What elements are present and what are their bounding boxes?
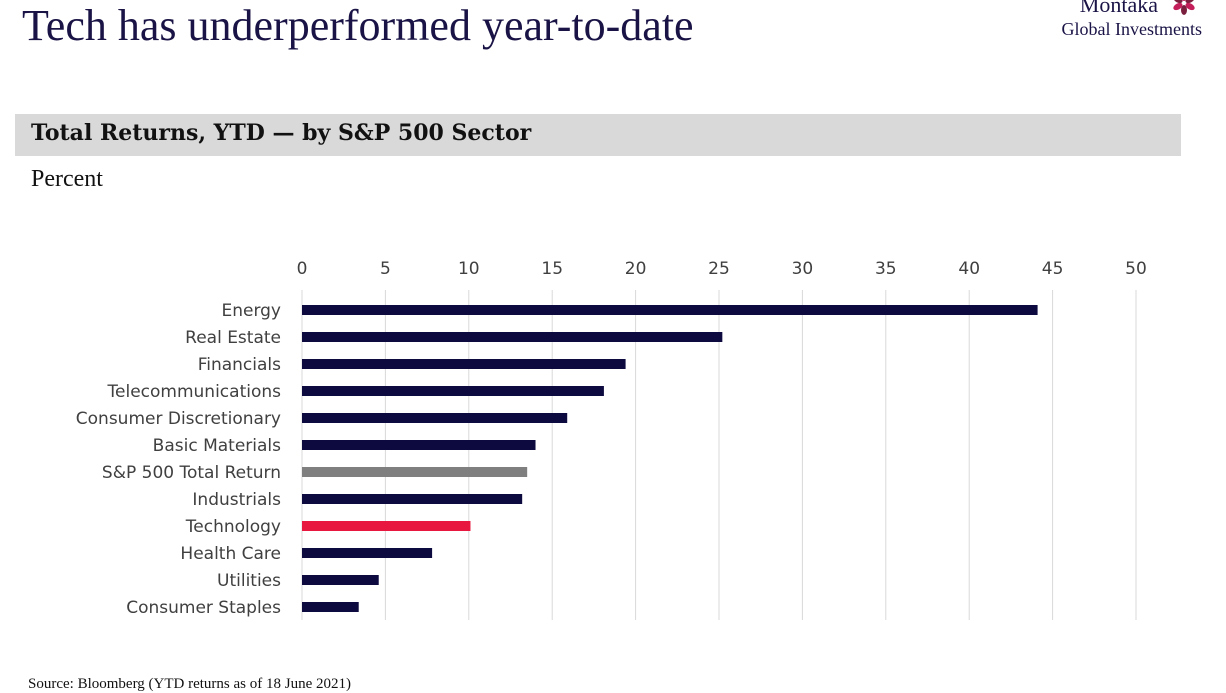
- logo-petal: [1185, 0, 1195, 4]
- logo-petal: [1173, 0, 1183, 4]
- category-label: Technology: [185, 517, 281, 537]
- bar-telecommunications: [302, 386, 604, 396]
- logo-petal: [1173, 2, 1183, 11]
- bar-basic-materials: [302, 440, 536, 450]
- category-label: Consumer Discretionary: [76, 409, 281, 429]
- x-tick-label: 50: [1125, 259, 1147, 279]
- bar-utilities: [302, 575, 379, 585]
- montaka-logo: Montaka Global Investments: [1002, 0, 1202, 44]
- bar-financials: [302, 359, 626, 369]
- chart-title: Total Returns, YTD — by S&P 500 Sector: [31, 120, 532, 146]
- x-tick-label: 25: [708, 259, 730, 279]
- x-tick-label: 15: [541, 259, 563, 279]
- category-label: Real Estate: [185, 328, 281, 348]
- source-note: Source: Bloomberg (YTD returns as of 18 …: [28, 676, 351, 692]
- bar-consumer-discretionary: [302, 413, 568, 423]
- x-tick-label: 45: [1042, 259, 1064, 279]
- logo-petal: [1181, 5, 1187, 15]
- bar-real-estate: [302, 332, 723, 342]
- x-tick-label: 40: [958, 259, 980, 279]
- x-tick-label: 5: [380, 259, 391, 279]
- unit-label: Percent: [31, 166, 103, 192]
- category-label: Basic Materials: [153, 436, 281, 456]
- x-tick-label: 10: [458, 259, 480, 279]
- logo-flower-icon: [1173, 0, 1195, 15]
- x-tick-label: 0: [297, 259, 308, 279]
- bar-health-care: [302, 548, 433, 558]
- bar-energy: [302, 305, 1038, 315]
- category-label: Health Care: [180, 544, 281, 564]
- category-label: Consumer Staples: [126, 598, 281, 618]
- category-label: Energy: [221, 301, 281, 321]
- bar-industrials: [302, 494, 523, 504]
- bar-technology: [302, 521, 471, 531]
- bar-consumer-staples: [302, 602, 359, 612]
- page-title: Tech has underperformed year-to-date: [22, 1, 694, 50]
- category-label: Financials: [198, 355, 281, 375]
- x-tick-label: 20: [625, 259, 647, 279]
- logo-subtitle: Global Investments: [1061, 19, 1202, 39]
- category-label: Telecommunications: [107, 382, 282, 402]
- category-label: Industrials: [192, 490, 281, 510]
- chart-title-bar: Total Returns, YTD — by S&P 500 Sector: [15, 114, 1181, 156]
- category-label: Utilities: [217, 571, 281, 591]
- bar-s-p-500-total-return: [302, 467, 528, 477]
- x-tick-label: 30: [792, 259, 814, 279]
- x-tick-label: 35: [875, 259, 897, 279]
- bar-chart: 0 5 10 15 20 25 30 35 40 45 50 Energy Real Estate Fi…: [76, 259, 1147, 620]
- category-label: S&P 500 Total Return: [102, 463, 281, 483]
- logo-name: Montaka: [1079, 0, 1158, 17]
- logo-petal: [1185, 2, 1195, 11]
